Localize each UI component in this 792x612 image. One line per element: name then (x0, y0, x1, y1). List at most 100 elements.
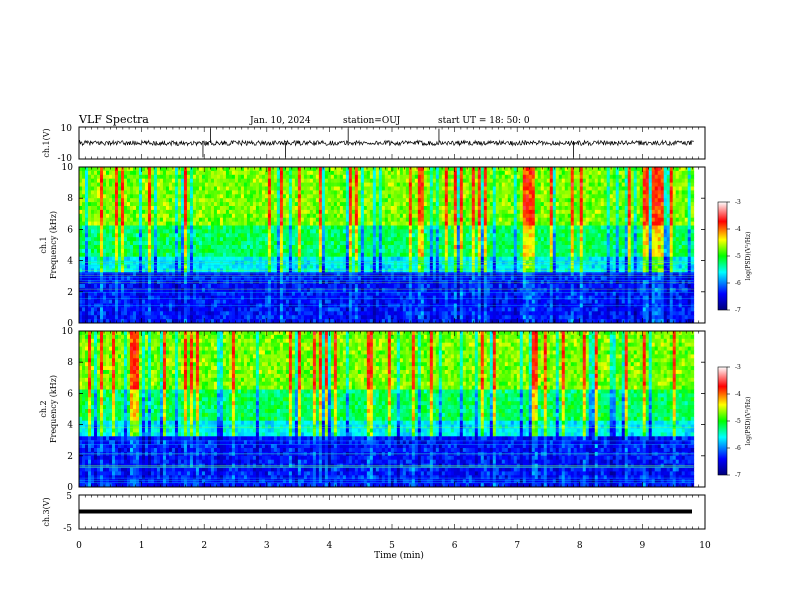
spectrogram-cell (240, 206, 245, 211)
spectrogram-cell (228, 229, 233, 234)
spectrogram-cell (432, 186, 437, 191)
spectrogram-cell (141, 233, 146, 238)
spectrogram-cell (273, 225, 278, 230)
spectrogram-cell (213, 241, 218, 246)
spectrogram-cell (414, 206, 419, 211)
spectrogram-cell (390, 248, 395, 254)
spectrogram-cell (195, 241, 200, 246)
spectrogram-cell (405, 233, 410, 238)
spectrogram-cell (390, 174, 395, 180)
spectrogram-cell (120, 241, 125, 246)
spectrogram-cell (291, 225, 296, 230)
spectrogram-cell (447, 170, 452, 176)
spectrogram-cell (102, 248, 107, 254)
spectrogram-cell (144, 186, 149, 191)
spectrogram-cell (378, 287, 383, 293)
spectrogram-cell (312, 256, 317, 261)
spectrogram-cell (393, 221, 398, 226)
spectrogram-cell (390, 178, 395, 183)
spectrogram-cell (132, 178, 137, 183)
spectrogram-cell (234, 225, 239, 230)
spectrogram-cell (387, 295, 392, 300)
spectrogram-cell (180, 209, 185, 215)
spectrogram-cell (408, 174, 413, 180)
spectrogram-cell (411, 256, 416, 261)
spectrogram-cell (429, 209, 434, 215)
spectrogram-cell (225, 256, 230, 261)
spectrogram-cell (111, 221, 116, 226)
spectrogram-cell (207, 248, 212, 254)
spectrogram-cell (441, 295, 446, 300)
spectrogram-cell (426, 233, 431, 238)
spectrogram-cell (342, 174, 347, 180)
spectrogram-cell (396, 284, 401, 289)
spectrogram-cell (192, 291, 197, 297)
spectrogram-cell (327, 241, 332, 246)
spectrogram-cell (141, 248, 146, 254)
spectrogram-cell (219, 287, 224, 293)
spectrogram-cell (255, 311, 260, 316)
spectrogram-cell (282, 174, 287, 180)
spectrogram-cell (132, 264, 137, 269)
spectrogram-cell (79, 276, 83, 281)
spectrogram-cell (213, 272, 218, 277)
spectrogram-cell (387, 221, 392, 226)
spectrogram-cell (117, 186, 122, 191)
spectrogram-cell (447, 237, 452, 242)
spectrogram-cell (198, 182, 203, 187)
spectrogram-cell (444, 221, 449, 226)
spectrogram-cell (432, 252, 437, 258)
spectrogram-cell (141, 194, 146, 199)
spectrogram-cell (249, 260, 254, 265)
spectrogram-cell (135, 280, 140, 285)
spectrogram-cell (144, 206, 149, 211)
spectrogram-cell (270, 178, 275, 183)
spectrogram-cell (318, 311, 323, 316)
spectrogram-cell (414, 319, 419, 323)
spectrogram-cell (171, 233, 176, 238)
spectrogram-cell (210, 260, 215, 265)
spectrogram-cell (222, 280, 227, 285)
spectrogram-cell (336, 319, 341, 323)
spectrogram-cell (252, 272, 257, 277)
spectrogram-cell (447, 307, 452, 312)
spectrogram-cell (303, 237, 308, 242)
spectrogram-cell (399, 256, 404, 261)
spectrogram-cell (258, 256, 263, 261)
spectrogram-cell (288, 225, 293, 230)
spectrogram-cell (237, 209, 242, 215)
spectrogram-cell (378, 167, 383, 172)
spectrogram-cell (135, 209, 140, 215)
spectrogram-cell (411, 182, 416, 187)
spectrogram-cell (408, 295, 413, 300)
spectrogram-cell (246, 307, 251, 312)
spectrogram-cell (234, 170, 239, 176)
spectrogram-cell (273, 206, 278, 211)
spectrogram-cell (243, 284, 248, 289)
spectrogram-cell (201, 287, 206, 293)
spectrogram-cell (117, 213, 122, 219)
spectrogram-cell (369, 186, 374, 191)
spectrogram-cell (189, 315, 194, 320)
spectrogram-cell (93, 284, 98, 289)
spectrogram-cell (450, 237, 455, 242)
spectrogram-cell (144, 237, 149, 242)
spectrogram-cell (321, 248, 326, 254)
spectrogram-cell (258, 280, 263, 285)
spectrogram-cell (327, 198, 332, 203)
spectrogram-cell (399, 229, 404, 234)
spectrogram-cell (120, 225, 125, 230)
spectrogram-cell (438, 248, 443, 254)
spectrogram-cell (117, 307, 122, 312)
spectrogram-cell (420, 213, 425, 219)
spectrogram-cell (417, 315, 422, 320)
spectrogram-cell (102, 194, 107, 199)
spectrogram-cell (348, 287, 353, 293)
spectrogram-cell (390, 315, 395, 320)
spectrogram-cell (141, 319, 146, 323)
spectrogram-cell (363, 276, 368, 281)
spectrogram-cell (258, 198, 263, 203)
spectrogram-cell (279, 307, 284, 312)
spectrogram-cell (267, 167, 272, 172)
spectrogram-cell (141, 221, 146, 226)
